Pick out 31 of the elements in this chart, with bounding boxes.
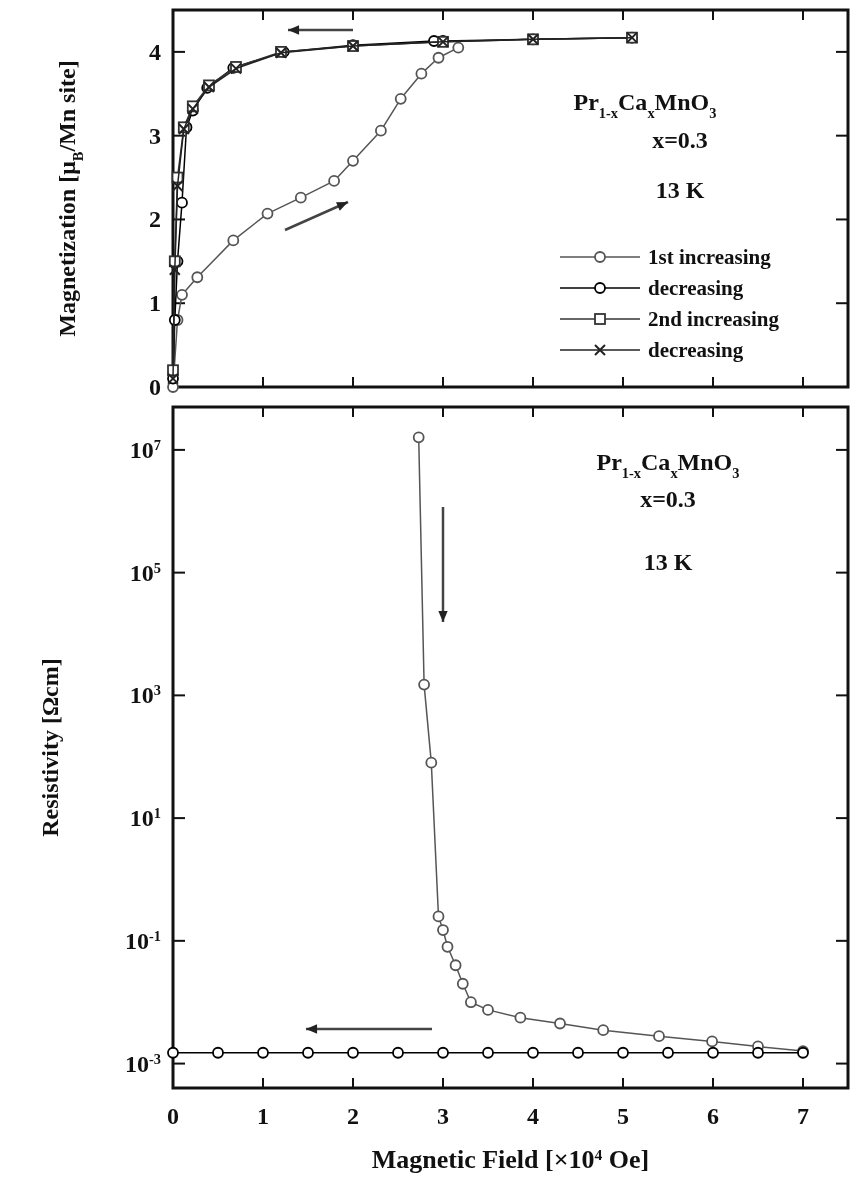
- annotation: x=0.3: [652, 127, 708, 153]
- annotation: Pr$_{1-x}$Ca$_{x}$MnO$_{3}$: [596, 449, 740, 481]
- x-tick-label: 4: [527, 1103, 539, 1129]
- legend-label: decreasing: [648, 276, 744, 300]
- x-tick-label: 6: [707, 1103, 719, 1129]
- annotation: 13 K: [643, 549, 693, 575]
- y-tick-label: 3: [149, 122, 161, 149]
- y-tick-label: 10$^{1}$: [129, 805, 161, 832]
- y-tick-label: 10$^{5}$: [129, 559, 161, 586]
- y-tick-label: 2: [149, 206, 161, 233]
- x-axis-title: Magnetic Field [×10$^{4}$ Oe]: [371, 1145, 650, 1174]
- x-tick-label: 1: [257, 1103, 269, 1129]
- annotation: x=0.3: [640, 486, 696, 512]
- y-tick-label: 4: [149, 38, 161, 65]
- legend-label: 1st increasing: [648, 245, 772, 269]
- y-tick-label: 10$^{7}$: [129, 436, 161, 463]
- x-tick-label: 0: [167, 1103, 179, 1129]
- annotation: 13 K: [655, 177, 705, 203]
- y-tick-label: 10$^{3}$: [129, 682, 161, 709]
- x-tick-label: 2: [347, 1103, 359, 1129]
- x-tick-label: 3: [437, 1103, 449, 1129]
- legend-label: decreasing: [648, 338, 744, 362]
- y-tick-label: 0: [149, 374, 161, 400]
- y-axis-title: Resistivity [Ωcm]: [37, 658, 63, 837]
- y-tick-label: 10$^{-3}$: [125, 1050, 161, 1077]
- legend-label: 2nd increasing: [648, 307, 780, 331]
- x-tick-label: 7: [797, 1103, 809, 1129]
- y-tick-label: 10$^{-1}$: [125, 927, 161, 954]
- x-tick-label: 5: [617, 1103, 629, 1129]
- y-tick-label: 1: [149, 290, 161, 317]
- annotation: Pr$_{1-x}$Ca$_{x}$MnO$_{3}$: [573, 89, 717, 121]
